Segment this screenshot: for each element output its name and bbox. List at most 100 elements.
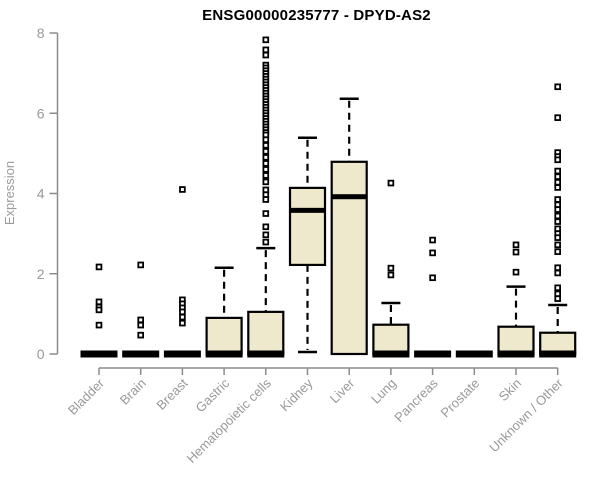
x-tick-label: Unknown / Other — [486, 375, 566, 455]
boxplot-liver — [330, 97, 368, 356]
outlier-point — [95, 298, 103, 306]
iqr-box — [497, 325, 535, 356]
y-tick-label: 2 — [37, 266, 45, 282]
iqr-box — [247, 310, 285, 356]
x-tick-label: Bladder — [65, 375, 108, 418]
boxplot-skin — [497, 241, 535, 358]
y-axis-title: Expression — [2, 161, 17, 225]
outlier-point — [262, 148, 270, 155]
outlier-point — [512, 248, 520, 256]
outlier-point — [95, 263, 103, 271]
boxplot-breast — [163, 186, 201, 358]
iqr-box — [288, 186, 327, 267]
collapsed-box — [455, 350, 493, 358]
median-line — [247, 350, 285, 358]
outlier-point — [554, 167, 561, 175]
x-tick-label: Prostate — [438, 376, 483, 421]
chart-title: ENSG00000235777 - DPYD-AS2 — [202, 7, 431, 24]
outlier-point — [387, 271, 395, 279]
boxplot-pancreas — [414, 236, 452, 358]
outlier-point — [262, 51, 270, 59]
outlier-point — [137, 316, 145, 324]
outlier-point — [262, 223, 270, 231]
outlier-point — [554, 241, 561, 249]
x-tick-label: Liver — [327, 375, 358, 406]
y-tick-label: 4 — [37, 186, 45, 202]
outlier-point — [137, 331, 145, 339]
outlier-point — [554, 269, 561, 277]
outlier-point — [179, 308, 186, 316]
outlier-point — [387, 264, 395, 272]
outlier-point — [262, 136, 270, 144]
iqr-box — [205, 316, 243, 356]
boxplot-unknown-other — [539, 83, 577, 358]
outlier-point — [554, 284, 561, 292]
outlier-point — [262, 142, 270, 149]
x-tick-label: Kidney — [277, 375, 316, 414]
outlier-point — [512, 241, 520, 249]
median-line — [539, 350, 577, 358]
x-tick-label: Breast — [153, 375, 190, 412]
median-line — [205, 350, 243, 358]
outlier-point — [554, 184, 561, 191]
outlier-point — [554, 114, 561, 121]
median-line — [372, 350, 410, 358]
outlier-point — [262, 166, 270, 173]
outlier-point — [554, 206, 561, 213]
outlier-point — [262, 231, 270, 239]
outlier-point — [137, 261, 145, 269]
outlier-point — [429, 236, 436, 244]
outlier-point — [179, 186, 186, 193]
boxplot-lung — [372, 179, 410, 358]
collapsed-box — [163, 350, 201, 358]
boxplot-gastric — [205, 266, 243, 358]
x-tick-label: Brain — [117, 376, 149, 408]
outlier-point — [262, 238, 270, 246]
outlier-point — [95, 321, 103, 329]
boxplot-bladder — [80, 263, 118, 358]
outlier-point — [554, 156, 561, 164]
outlier-point — [262, 154, 270, 161]
boxplot-kidney — [288, 136, 327, 354]
outlier-point — [554, 295, 561, 302]
outlier-point — [554, 218, 561, 225]
median-line — [331, 194, 367, 200]
iqr-box — [372, 323, 410, 356]
outlier-point — [554, 248, 561, 255]
outlier-point — [262, 36, 270, 44]
outlier-point — [429, 274, 436, 282]
outlier-point — [262, 172, 270, 179]
outlier-point — [179, 313, 186, 321]
outlier-point — [262, 178, 270, 186]
outlier-point — [387, 179, 395, 187]
outlier-point — [137, 321, 145, 329]
outlier-point — [554, 83, 561, 91]
outlier-point — [554, 173, 561, 180]
outlier-point — [554, 178, 561, 186]
outlier-point — [179, 319, 186, 327]
boxplot-brain — [122, 261, 160, 358]
y-tick-label: 6 — [37, 105, 45, 121]
outlier-point — [512, 268, 520, 276]
outlier-point — [554, 264, 561, 272]
outlier-point — [262, 196, 270, 203]
outlier-point — [262, 160, 270, 167]
x-tick-label: Lung — [368, 376, 399, 407]
outlier-point — [554, 196, 561, 203]
y-tick-label: 8 — [37, 25, 45, 41]
boxplot-hematopoietic-cells — [247, 36, 285, 358]
outlier-point — [262, 46, 270, 54]
median-line — [497, 350, 535, 358]
x-tick-label: Gastric — [193, 375, 233, 415]
iqr-box — [330, 160, 368, 356]
collapsed-box — [122, 350, 160, 358]
x-tick-label: Pancreas — [391, 375, 441, 425]
outlier-point — [554, 212, 561, 220]
collapsed-box — [414, 350, 452, 358]
median-line — [290, 207, 325, 213]
outlier-point — [554, 234, 561, 241]
boxplot-prostate — [455, 350, 493, 358]
x-tick-label: Skin — [496, 376, 524, 404]
y-tick-label: 0 — [37, 346, 45, 362]
